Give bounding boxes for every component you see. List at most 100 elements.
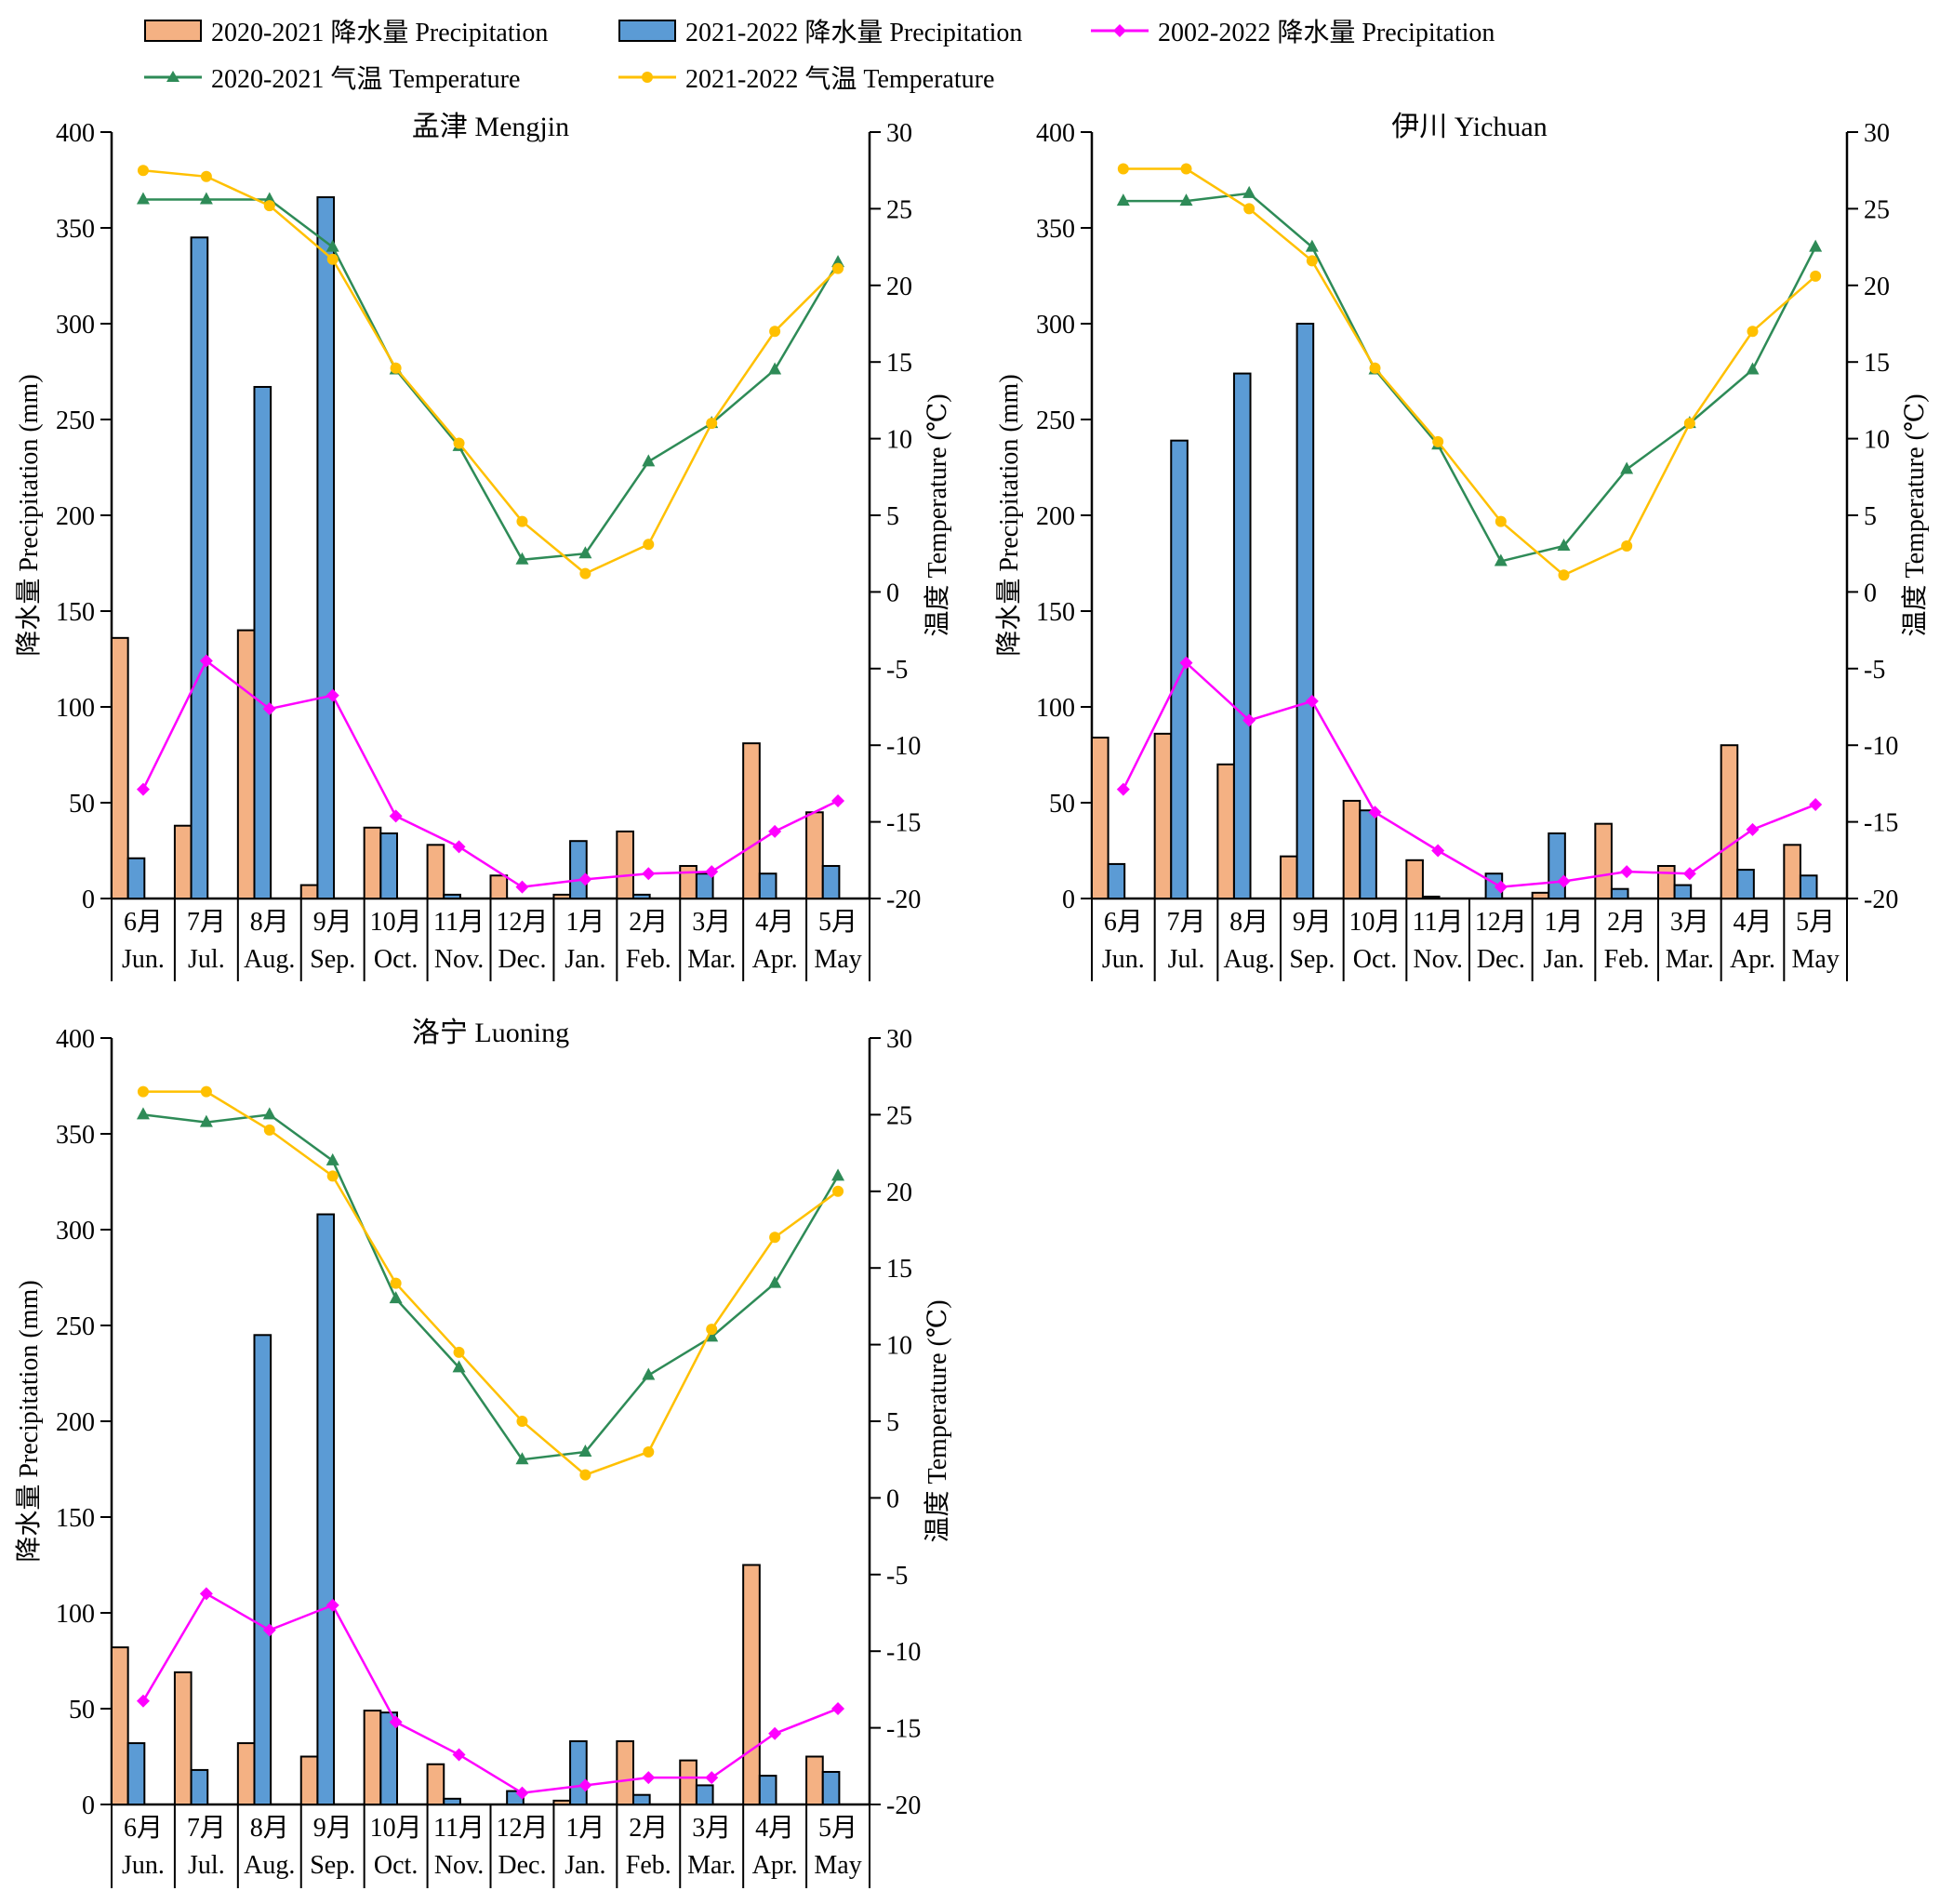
x-tick-label-cn: 3月 [1670,908,1709,937]
x-tick-label-en: Jun. [122,1851,165,1880]
point-temp-2020-2021 [1179,193,1193,206]
y2-tick-label: -5 [886,1562,908,1591]
bar-precip-2020-2021 [236,1742,256,1805]
y-tick-label: 350 [56,1121,95,1150]
bar-precip-2020-2021 [1091,736,1109,900]
bar-precip-2020-2021 [111,636,129,900]
legend-swatch-temp-2021-2022 [618,72,676,83]
point-temp-2020-2021 [1494,553,1508,566]
legend-label: 2020-2021 气温 Temperature [211,65,521,94]
bar-precip-2021-2022 [1107,862,1126,899]
y2-tick-label: -10 [886,732,921,761]
bar-precip-2020-2021 [1594,822,1613,899]
bar-precip-2020-2021 [426,844,445,900]
point-temp-2021-2022 [1117,163,1129,175]
point-precip-2002-2022 [1179,656,1193,670]
x-tick-label-cn: 1月 [1544,908,1583,937]
y2-tick-label: -15 [1864,809,1898,838]
bar-precip-2021-2022 [569,840,588,900]
y2-axis-label: 温度 Temperature (℃) [923,393,952,636]
y-tick-label: 200 [56,502,95,531]
point-precip-2002-2022 [515,1786,529,1800]
x-tick-label-cn: 1月 [565,908,604,937]
y2-axis-label: 温度 Temperature (℃) [1900,393,1930,636]
point-precip-2002-2022 [515,880,529,894]
bar-precip-2021-2022 [190,236,209,900]
x-tick-label-cn: 3月 [692,908,731,937]
point-precip-2002-2022 [831,1702,845,1715]
x-tick-label-cn: 2月 [629,908,668,937]
point-precip-2002-2022 [1242,713,1256,727]
bar-precip-2020-2021 [426,1763,445,1805]
point-temp-2021-2022 [200,170,212,182]
x-tick-label-cn: 4月 [1733,908,1772,937]
point-temp-2020-2021 [515,552,529,565]
x-tick-label-en: Apr. [1730,945,1775,974]
bar-precip-2020-2021 [1531,891,1550,900]
bar-precip-2020-2021 [1342,799,1362,899]
point-precip-2002-2022 [1746,822,1760,836]
bar-precip-2020-2021 [552,893,572,900]
legend-swatch-precip-2021-2022 [618,20,676,42]
point-temp-2021-2022 [390,1277,402,1289]
point-precip-2002-2022 [1557,874,1571,888]
point-temp-2021-2022 [1306,255,1318,267]
y2-tick-label: -5 [1864,656,1885,685]
bar-precip-2021-2022 [126,857,146,899]
y-tick-label: 250 [56,406,95,435]
bar-precip-2021-2022 [253,1334,272,1806]
bar-precip-2021-2022 [695,872,714,899]
x-tick-label-en: Dec. [498,1851,546,1880]
point-precip-2002-2022 [1305,694,1319,708]
point-temp-2020-2021 [768,1275,782,1288]
x-tick-label-en: Feb. [1604,945,1650,974]
point-precip-2002-2022 [768,1726,782,1740]
chart-panel-mengjin: 0 50 100 150 200 250 300 350 400 -20 -15 -10 -5 0 5 10 1… [14,112,952,981]
point-temp-2021-2022 [1432,435,1444,447]
x-tick-label-cn: 7月 [1166,908,1205,937]
y2-tick-label: 15 [886,1255,912,1284]
x-tick-label-cn: 12月 [496,908,548,937]
point-temp-2020-2021 [1116,193,1130,206]
point-precip-2002-2022 [831,793,845,807]
legend-item-precip-2020-2021: 2020-2021 降水量 Precipitation [144,12,548,49]
x-tick-label-en: Jul. [188,1851,225,1880]
line-precip-2002-2022 [141,659,839,888]
point-temp-2021-2022 [390,362,402,374]
bar-precip-2020-2021 [679,864,698,899]
point-precip-2002-2022 [578,1778,592,1792]
y-axis-label: 降水量 Precipitation (mm) [14,1280,44,1562]
point-temp-2021-2022 [453,437,465,449]
legend-item-temp-2020-2021: 2020-2021 气温 Temperature [144,59,520,96]
point-temp-2020-2021 [578,546,592,559]
bar-precip-2021-2022 [1799,874,1818,900]
point-precip-2002-2022 [452,1748,466,1762]
y2-tick-label: 0 [1864,579,1877,607]
y2-tick-label: -10 [886,1638,921,1667]
bar-precip-2020-2021 [236,629,256,899]
y2-tick-label: 5 [1864,502,1877,531]
x-tick-label-en: Jan. [1543,945,1584,974]
y2-tick-label: 25 [1864,195,1890,224]
point-temp-2021-2022 [1810,270,1822,282]
point-temp-2021-2022 [326,253,339,265]
x-tick-label-en: May [1792,945,1840,974]
point-precip-2002-2022 [326,1598,339,1612]
point-precip-2002-2022 [768,824,782,838]
bar-precip-2021-2022 [379,1711,398,1805]
legend-item-temp-2021-2022: 2021-2022 气温 Temperature [618,59,994,96]
y-tick-label: 350 [56,215,95,244]
legend-label: 2021-2022 气温 Temperature [685,65,995,94]
bar-precip-2021-2022 [695,1784,714,1806]
bar-precip-2021-2022 [1548,832,1566,900]
y2-tick-label: -15 [886,1715,921,1744]
bar-precip-2020-2021 [1783,844,1801,900]
bar-precip-2020-2021 [616,830,634,900]
bar-precip-2021-2022 [1232,372,1252,899]
point-temp-2020-2021 [1620,461,1634,474]
bar-precip-2020-2021 [299,884,319,900]
x-tick-label-en: Oct. [374,945,418,974]
point-temp-2020-2021 [1809,239,1823,252]
y2-tick-label: -15 [886,809,921,838]
bar-precip-2020-2021 [173,824,193,899]
